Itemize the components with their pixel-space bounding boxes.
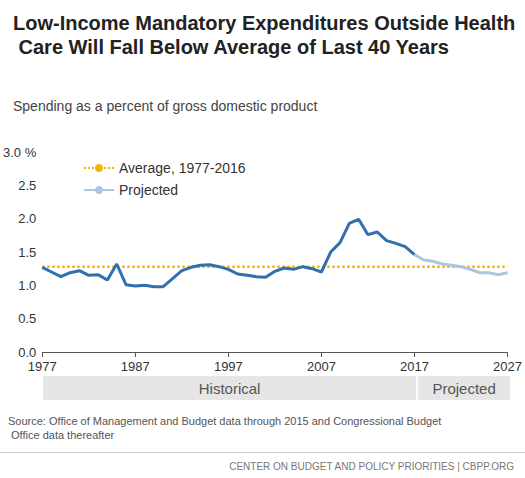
- svg-text:1997: 1997: [214, 359, 243, 374]
- svg-text:CENTER ON BUDGET AND POLICY PR: CENTER ON BUDGET AND POLICY PRIORITIES |…: [229, 461, 514, 472]
- svg-text:0.0: 0.0: [18, 345, 36, 360]
- svg-text:2007: 2007: [307, 359, 336, 374]
- svg-text:Low-Income Mandatory Expenditu: Low-Income Mandatory Expenditures Outsid…: [13, 12, 515, 34]
- svg-text:Projected: Projected: [119, 182, 178, 198]
- svg-text:Source: Office of Management a: Source: Office of Management and Budget …: [8, 415, 441, 427]
- svg-text:Projected: Projected: [432, 380, 495, 397]
- svg-text:2.0: 2.0: [18, 211, 36, 226]
- svg-text:3.0 %: 3.0 %: [3, 145, 37, 160]
- svg-text:Office data thereafter: Office data thereafter: [8, 429, 115, 441]
- svg-text:1987: 1987: [121, 359, 150, 374]
- svg-text:Historical: Historical: [199, 380, 261, 397]
- svg-text:1977: 1977: [28, 359, 57, 374]
- svg-text:1.5: 1.5: [18, 245, 36, 260]
- svg-text:2017: 2017: [400, 359, 429, 374]
- svg-text:Average, 1977-2016: Average, 1977-2016: [119, 160, 246, 176]
- svg-text:2027: 2027: [493, 359, 522, 374]
- svg-text:1.0: 1.0: [18, 278, 36, 293]
- svg-text:Spending as a percent of gross: Spending as a percent of gross domestic …: [13, 98, 317, 114]
- svg-text:0.5: 0.5: [18, 311, 36, 326]
- svg-text:Care Will Fall Below Average o: Care Will Fall Below Average of Last 40 …: [13, 36, 449, 58]
- svg-text:2.5: 2.5: [18, 178, 36, 193]
